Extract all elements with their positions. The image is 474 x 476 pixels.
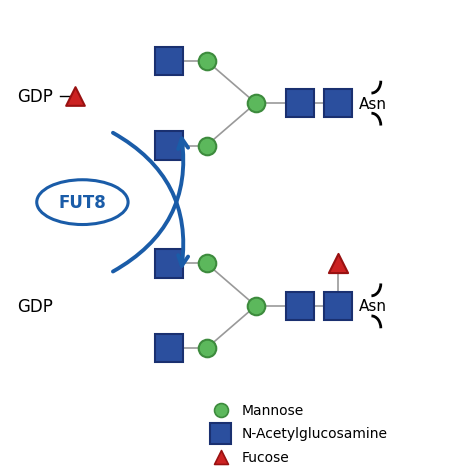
Text: Fucose: Fucose xyxy=(242,450,290,464)
Point xyxy=(334,260,341,268)
Text: FUT8: FUT8 xyxy=(58,194,106,212)
Ellipse shape xyxy=(37,180,128,225)
Point xyxy=(72,93,79,100)
Point xyxy=(252,100,260,108)
Bar xyxy=(210,423,231,444)
Bar xyxy=(324,292,352,320)
Bar xyxy=(324,90,352,118)
Text: Asn: Asn xyxy=(359,97,387,111)
Bar xyxy=(286,292,314,320)
Text: N-Acetylglucosamine: N-Acetylglucosamine xyxy=(242,426,388,440)
Point xyxy=(203,345,210,352)
Point xyxy=(203,260,210,268)
Text: GDP: GDP xyxy=(17,88,53,106)
Bar xyxy=(155,48,183,76)
Bar xyxy=(286,90,314,118)
Bar xyxy=(155,335,183,363)
Text: Asn: Asn xyxy=(359,299,387,314)
Point xyxy=(252,302,260,310)
Point xyxy=(217,453,224,461)
Point xyxy=(217,406,224,414)
Bar xyxy=(155,132,183,160)
Bar xyxy=(155,250,183,278)
Point xyxy=(203,58,210,65)
Text: GDP: GDP xyxy=(17,297,53,315)
Text: Mannose: Mannose xyxy=(242,403,304,416)
Point xyxy=(203,142,210,150)
